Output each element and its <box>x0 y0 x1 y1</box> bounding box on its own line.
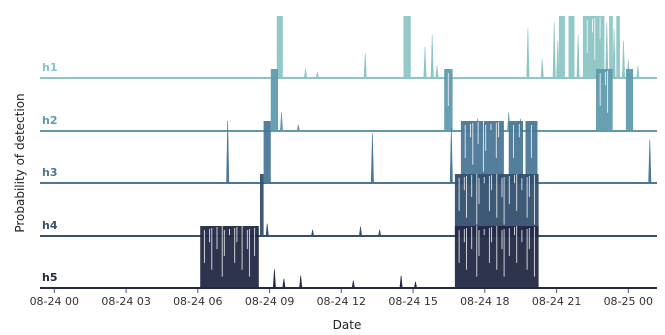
detection-spike <box>265 223 269 237</box>
detection-spike <box>540 59 544 79</box>
detection-spike <box>556 40 560 79</box>
detection-spike <box>449 127 453 184</box>
x-tick-label: 08-24 21 <box>532 295 581 308</box>
detection-spike <box>358 226 363 237</box>
detection-block <box>568 16 575 78</box>
detection-block <box>260 174 264 236</box>
series-h1: h1 <box>40 16 657 79</box>
detection-block <box>625 69 634 131</box>
x-tick-label: 08-24 15 <box>388 295 437 308</box>
x-axis-title: Date <box>333 318 362 332</box>
detection-spike <box>279 112 284 132</box>
detection-block <box>616 16 620 78</box>
detection-spike <box>370 133 374 184</box>
x-tick-label: 08-24 18 <box>460 295 509 308</box>
detection-spike <box>303 68 308 79</box>
detection-spike <box>299 275 303 289</box>
detection-block <box>460 121 504 183</box>
x-tick-label: 08-25 00 <box>604 295 653 308</box>
detection-spike <box>576 34 580 79</box>
detection-block <box>609 16 613 78</box>
detection-block <box>558 16 565 78</box>
x-tick-label: 08-24 09 <box>245 295 294 308</box>
detection-spike <box>612 28 616 79</box>
y-axis-title: Probability of detection <box>13 93 27 232</box>
detection-spike <box>636 65 640 79</box>
detection-block <box>270 69 278 131</box>
detection-spike <box>430 34 434 79</box>
detection-spike <box>552 22 556 79</box>
detection-spike <box>272 269 276 289</box>
series-label: h2 <box>42 114 58 127</box>
x-axis: 08-24 00 08-24 03 08-24 06 08-24 09 08-24 12… <box>30 289 653 308</box>
detection-spike <box>648 139 652 184</box>
series-label: h1 <box>42 61 58 74</box>
detection-block <box>596 69 613 131</box>
x-tick-label: 08-24 03 <box>101 295 150 308</box>
series-label: h4 <box>42 219 58 232</box>
detection-block <box>582 16 605 78</box>
detection-spike <box>399 275 403 289</box>
series-h3: h3 <box>40 120 657 184</box>
detection-spike <box>363 53 367 79</box>
detection-spike <box>282 278 286 289</box>
detection-spike <box>423 46 427 79</box>
series-label: h5 <box>42 271 58 284</box>
detection-block <box>508 121 523 183</box>
detection-spike <box>351 280 355 289</box>
x-tick-label: 08-24 06 <box>173 295 222 308</box>
detection-spike <box>526 28 530 79</box>
detection-spike <box>435 65 439 79</box>
series-label: h3 <box>42 166 58 179</box>
detection-block <box>403 16 411 78</box>
detection-block <box>263 121 271 183</box>
detection-block <box>276 16 283 78</box>
x-tick-label: 08-24 12 <box>317 295 366 308</box>
series-h4: h4 <box>40 174 657 237</box>
series-rows: h1 h2 h3 h4 h5 <box>40 16 657 289</box>
detection-spike <box>621 40 626 79</box>
x-tick-label: 08-24 00 <box>30 295 79 308</box>
series-h5: h5 <box>40 226 657 289</box>
